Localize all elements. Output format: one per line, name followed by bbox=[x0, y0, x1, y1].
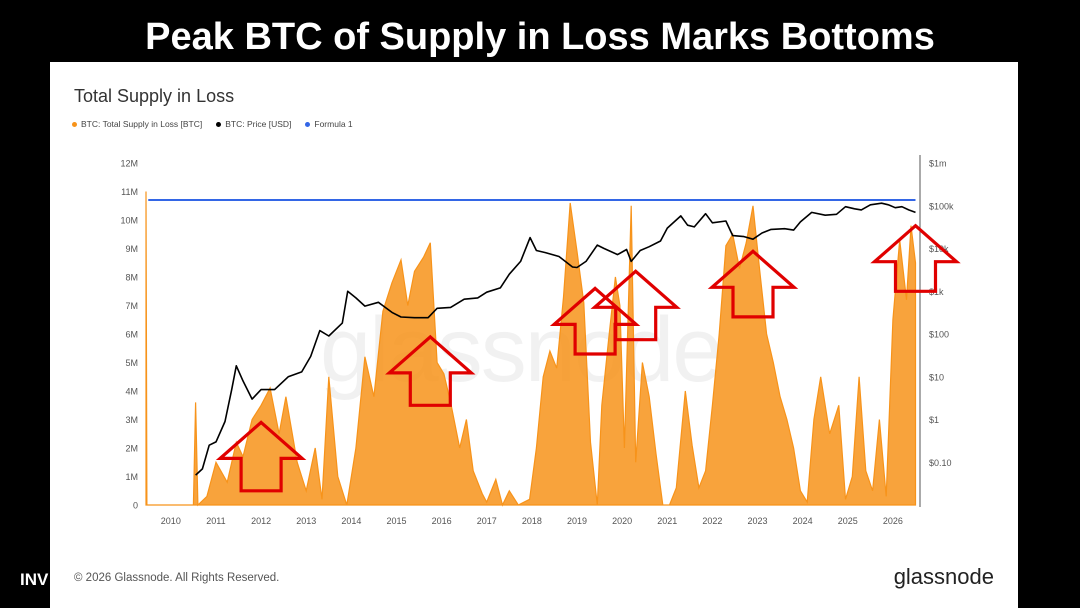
y-right-tick-label: $1m bbox=[929, 159, 947, 169]
left-text-fragment: INV bbox=[20, 570, 49, 589]
legend-label-supply: BTC: Total Supply in Loss [BTC] bbox=[81, 119, 203, 129]
x-tick-label: 2026 bbox=[883, 516, 903, 526]
y-right-tick-label: $100k bbox=[929, 201, 954, 211]
x-tick-label: 2019 bbox=[567, 516, 587, 526]
bottom-marker-arrow-4 bbox=[590, 269, 681, 342]
legend-item-formula[interactable]: Formula 1 bbox=[305, 119, 353, 129]
x-tick-label: 2016 bbox=[432, 516, 452, 526]
x-tick-label: 2010 bbox=[161, 516, 181, 526]
bottom-marker-arrow-1 bbox=[215, 420, 307, 493]
legend-dot-formula bbox=[305, 121, 311, 127]
bottom-marker-arrow-2 bbox=[385, 334, 476, 407]
legend-label-formula: Formula 1 bbox=[314, 119, 353, 129]
x-tick-label: 2011 bbox=[206, 516, 225, 526]
y-left-tick-label: 5M bbox=[125, 358, 138, 368]
legend-label-price: BTC: Price [USD] bbox=[225, 119, 292, 129]
y-left-tick-label: 8M bbox=[125, 273, 138, 283]
y-right-tick-label: $10k bbox=[929, 244, 949, 254]
y-left-tick-label: 4M bbox=[125, 387, 138, 397]
x-tick-label: 2013 bbox=[296, 516, 316, 526]
y-left-tick-label: 12M bbox=[120, 159, 138, 169]
x-tick-label: 2025 bbox=[838, 516, 858, 526]
bottom-marker-arrow-6 bbox=[870, 223, 961, 293]
y-right-tick-label: $1 bbox=[929, 415, 939, 425]
x-tick-label: 2024 bbox=[793, 516, 813, 526]
y-left-tick-label: 1M bbox=[125, 472, 138, 482]
y-left-tick-label: 11M bbox=[121, 187, 138, 197]
y-right-tick-label: $0.10 bbox=[929, 458, 952, 468]
x-tick-label: 2022 bbox=[702, 516, 722, 526]
y-right-tick-label: $10 bbox=[929, 372, 944, 382]
bottom-marker-arrow-5 bbox=[707, 249, 799, 319]
y-left-tick-label: 6M bbox=[125, 330, 138, 340]
chart-plot: 0 1M 2M 3M 4M 5M 6M 7M 8M 9M 10M 11M 12M $0.10 $1 $10 $1… bbox=[120, 155, 961, 526]
x-tick-label: 2021 bbox=[657, 516, 677, 526]
chart-title: Total Supply in Loss bbox=[74, 86, 235, 106]
x-tick-label: 2023 bbox=[748, 516, 768, 526]
chart-panel: Total Supply in Loss BTC: Total Supply i… bbox=[50, 62, 1018, 608]
y-left-tick-label: 10M bbox=[120, 216, 138, 226]
y-right-tick-label: $100 bbox=[929, 330, 949, 340]
y-left-tick-label: 2M bbox=[125, 444, 138, 454]
legend-dot-supply bbox=[72, 121, 77, 127]
x-tick-label: 2012 bbox=[251, 516, 271, 526]
glassnode-logo: glassnode bbox=[893, 564, 994, 589]
x-tick-label: 2014 bbox=[341, 516, 361, 526]
btc-price-line bbox=[195, 202, 916, 476]
y-left-tick-label: 7M bbox=[125, 301, 138, 311]
headline: Peak BTC of Supply in Loss Marks Bottoms bbox=[145, 16, 935, 58]
x-tick-label: 2018 bbox=[522, 516, 542, 526]
y-left-tick-label: 0 bbox=[133, 501, 138, 511]
y-left-tick-label: 3M bbox=[125, 415, 138, 425]
copyright-text: © 2026 Glassnode. All Rights Reserved. bbox=[74, 572, 280, 584]
supply-in-loss-area bbox=[145, 191, 917, 507]
x-tick-label: 2017 bbox=[477, 516, 497, 526]
x-tick-label: 2020 bbox=[612, 516, 632, 526]
x-tick-label: 2015 bbox=[386, 516, 406, 526]
legend-item-supply[interactable]: BTC: Total Supply in Loss [BTC] bbox=[72, 119, 202, 129]
legend: BTC: Total Supply in Loss [BTC] BTC: Pri… bbox=[72, 119, 353, 129]
legend-dot-price bbox=[216, 121, 222, 127]
y-left-tick-label: 9M bbox=[125, 244, 138, 254]
bottom-marker-arrow-3 bbox=[549, 286, 641, 356]
legend-item-price[interactable]: BTC: Price [USD] bbox=[216, 119, 291, 129]
